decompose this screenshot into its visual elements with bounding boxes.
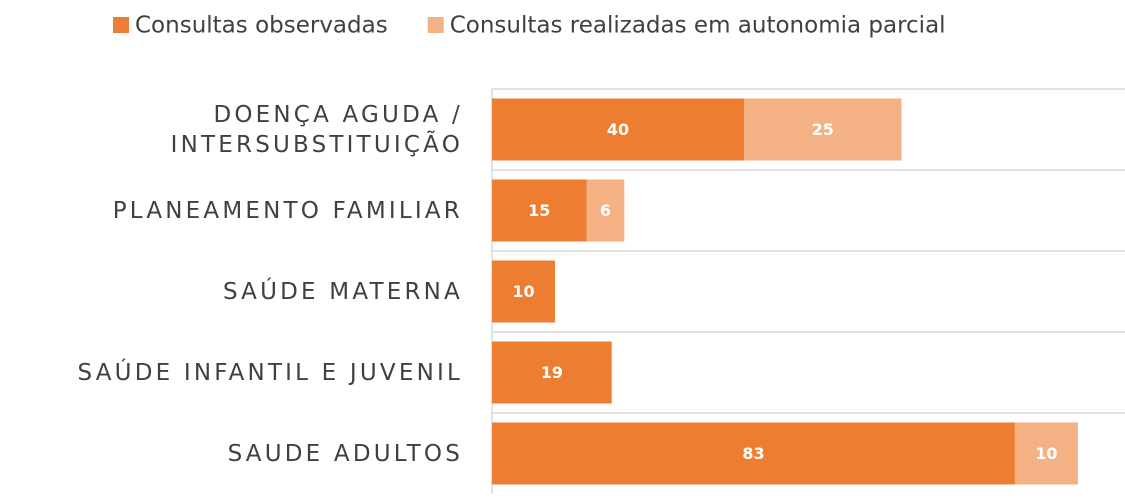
value-label: 10 <box>1035 444 1057 463</box>
legend-label: Consultas observadas <box>135 13 388 39</box>
category-label: DOENÇA AGUDA / INTERSUBSTITUIÇÃO <box>170 101 463 158</box>
value-label: 6 <box>600 201 611 220</box>
category-label: SAUDE ADULTOS <box>227 440 463 467</box>
value-label: 19 <box>541 363 563 382</box>
bar-segment <box>586 179 625 242</box>
value-label: 15 <box>528 201 550 220</box>
bar-segment <box>492 422 1015 485</box>
bar-segment <box>492 260 555 323</box>
category-label: SAÚDE MATERNA <box>222 278 463 305</box>
category-label: PLANEAMENTO FAMILIAR <box>112 197 463 224</box>
value-label: 40 <box>607 120 629 139</box>
bar-segment <box>492 341 612 404</box>
value-label: 83 <box>742 444 764 463</box>
legend-swatch <box>113 17 129 33</box>
value-label: 10 <box>512 282 534 301</box>
bar-segment <box>1014 422 1078 485</box>
bar-segment <box>744 98 902 161</box>
value-label: 25 <box>812 120 834 139</box>
bar-segment <box>492 98 744 161</box>
legend-swatch <box>427 17 444 33</box>
category-label: SAÚDE INFANTIL E JUVENIL <box>77 359 463 386</box>
legend-label: Consultas realizadas em autonomia parcia… <box>450 13 946 39</box>
bar-segment <box>492 179 587 242</box>
